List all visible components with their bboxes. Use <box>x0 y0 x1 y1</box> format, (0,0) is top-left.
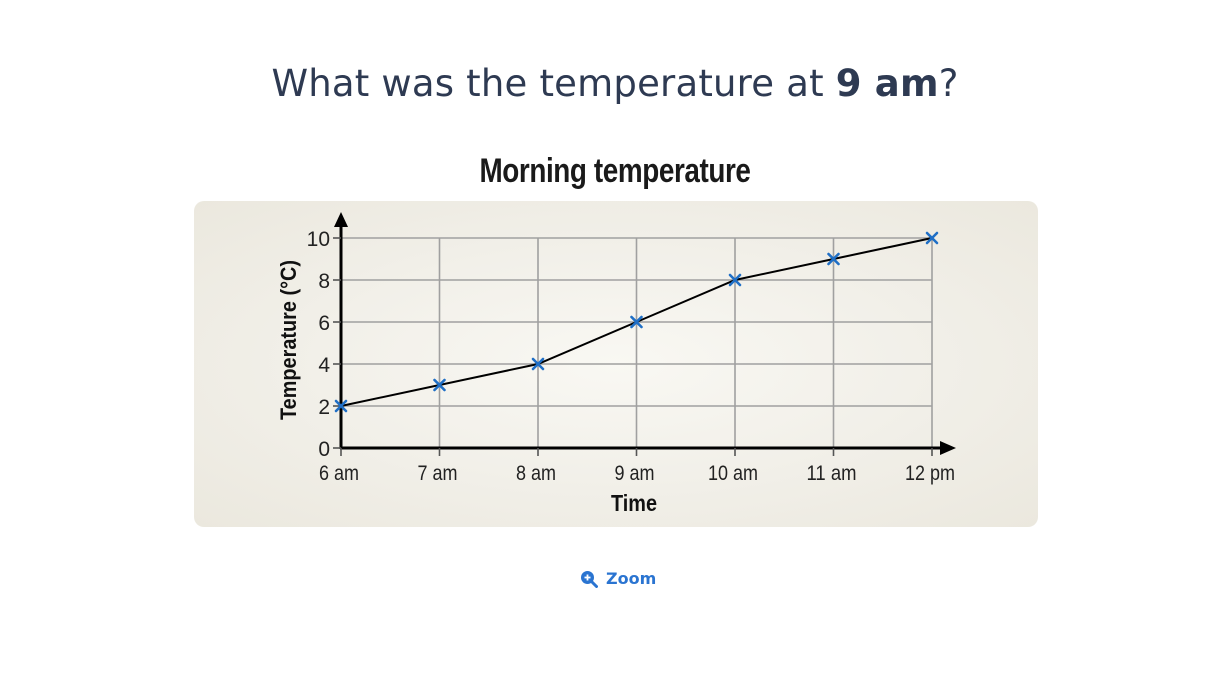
y-axis-label: Temperature (°C) <box>276 260 301 420</box>
zoom-in-icon <box>581 570 598 588</box>
data-point-marker <box>827 252 840 266</box>
y-tick-label: 0 <box>318 438 330 461</box>
data-point-marker <box>925 231 939 245</box>
data-point-marker <box>334 399 348 413</box>
question-text: What was the temperature at 9 am? <box>0 62 1230 105</box>
zoom-label: Zoom <box>606 569 657 588</box>
x-tick-label: 9 am <box>615 462 655 485</box>
x-tick-label: 10 am <box>708 462 758 485</box>
x-tick-label: 6 am <box>319 462 359 485</box>
y-tick-label: 2 <box>318 396 330 419</box>
data-point-marker <box>728 273 742 287</box>
y-tick-label: 10 <box>307 228 330 251</box>
x-tick-label: 11 am <box>807 462 857 485</box>
y-tick-label: 6 <box>318 312 330 335</box>
zoom-button[interactable]: Zoom <box>580 569 656 588</box>
x-tick-label: 12 pm <box>905 462 955 485</box>
y-tick-label: 4 <box>318 354 330 377</box>
question-emphasis: 9 am <box>835 62 939 105</box>
data-point-marker <box>630 315 643 329</box>
question-suffix: ? <box>938 62 959 105</box>
question-prefix: What was the temperature at <box>271 62 836 105</box>
x-tick-label: 7 am <box>418 462 458 485</box>
data-point-marker <box>531 357 545 371</box>
x-axis-label: Time <box>611 490 657 516</box>
y-axis-arrow <box>334 212 348 227</box>
x-tick-label: 8 am <box>516 462 556 485</box>
chart-title: Morning temperature <box>479 152 751 190</box>
x-axis-arrow <box>940 441 956 455</box>
data-point-marker <box>433 378 446 392</box>
y-tick-label: 8 <box>318 270 330 293</box>
